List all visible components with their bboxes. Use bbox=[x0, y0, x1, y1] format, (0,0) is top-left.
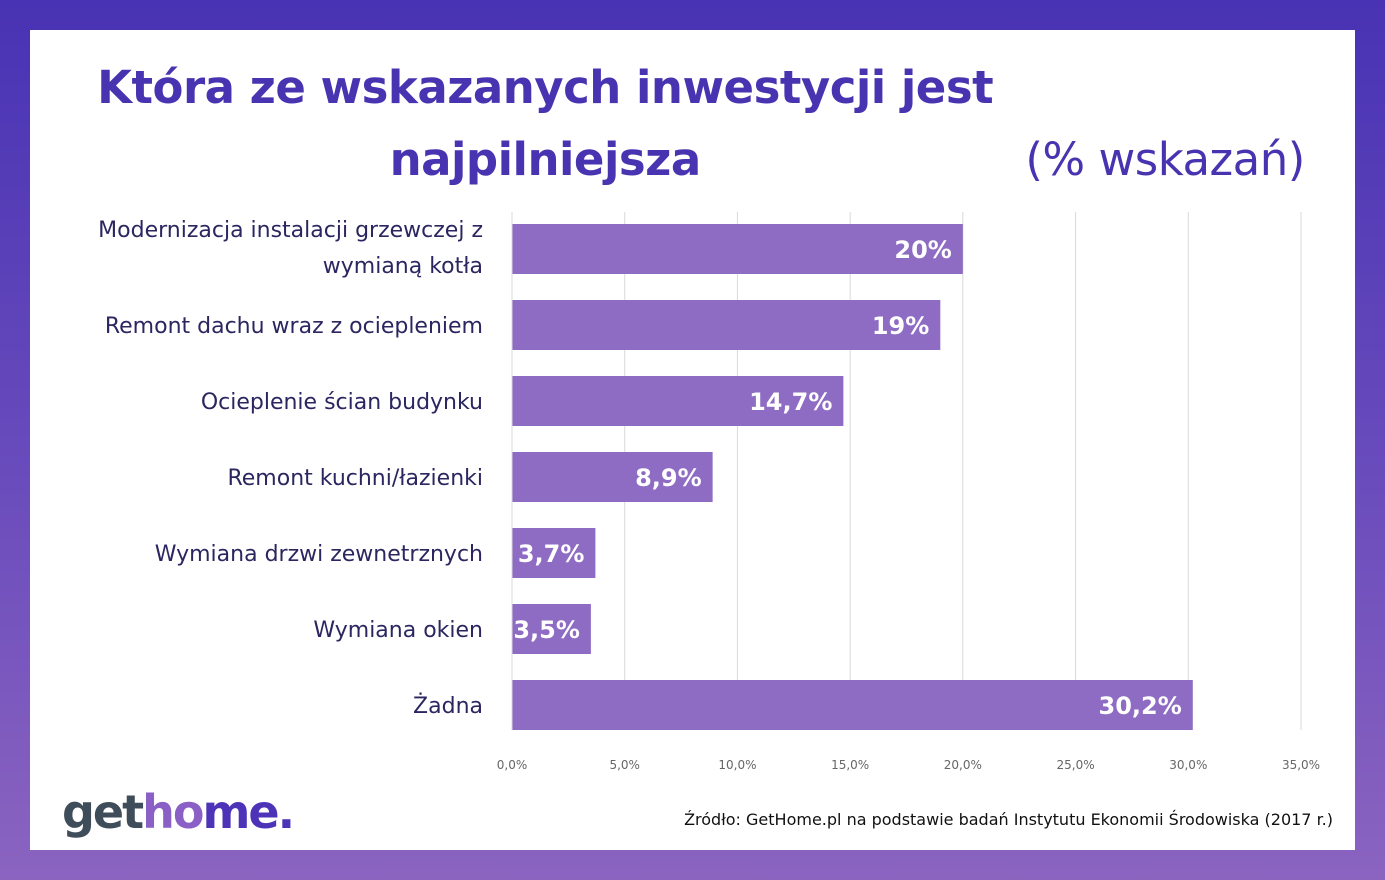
x-tick-label: 15,0% bbox=[831, 758, 869, 772]
category-label: Modernizacja instalacji grzewczej z bbox=[98, 218, 483, 243]
x-tick-label: 25,0% bbox=[1057, 758, 1095, 772]
chart-title: Która ze wskazanych inwestycji jest najp… bbox=[0, 52, 1385, 196]
x-tick-label: 35,0% bbox=[1282, 758, 1320, 772]
bar bbox=[512, 224, 963, 274]
category-label: Wymiana drzwi zewnetrznych bbox=[155, 542, 483, 567]
category-label: Remont dachu wraz z ociepleniem bbox=[105, 314, 483, 339]
title-light: (% wskazań) bbox=[1025, 133, 1305, 186]
data-label: 30,2% bbox=[1099, 692, 1182, 720]
data-label: 3,7% bbox=[518, 540, 585, 568]
data-label: 19% bbox=[872, 312, 929, 340]
x-tick-label: 10,0% bbox=[718, 758, 756, 772]
bar bbox=[512, 680, 1193, 730]
bar bbox=[512, 300, 941, 350]
data-label: 8,9% bbox=[635, 464, 702, 492]
x-tick-label: 5,0% bbox=[609, 758, 640, 772]
category-label: wymianą kotła bbox=[323, 254, 483, 279]
data-label: 20% bbox=[894, 236, 951, 264]
x-tick-label: 0,0% bbox=[497, 758, 528, 772]
category-label: Wymiana okien bbox=[313, 618, 483, 643]
category-label: Ocieplenie ścian budynku bbox=[201, 390, 483, 415]
gethome-logo: gethome. bbox=[62, 785, 295, 839]
data-label: 14,7% bbox=[749, 388, 832, 416]
category-label: Remont kuchni/łazienki bbox=[227, 466, 483, 491]
category-label: Żadna bbox=[413, 693, 483, 719]
bar bbox=[512, 452, 713, 502]
source-note: Źródło: GetHome.pl na podstawie badań In… bbox=[684, 810, 1333, 829]
bar bbox=[512, 528, 596, 578]
x-tick-label: 20,0% bbox=[944, 758, 982, 772]
title-bold: Która ze wskazanych inwestycji jest najp… bbox=[97, 61, 994, 186]
bar bbox=[512, 376, 844, 426]
x-tick-label: 30,0% bbox=[1169, 758, 1207, 772]
bar bbox=[512, 604, 591, 654]
data-label: 3,5% bbox=[513, 616, 580, 644]
